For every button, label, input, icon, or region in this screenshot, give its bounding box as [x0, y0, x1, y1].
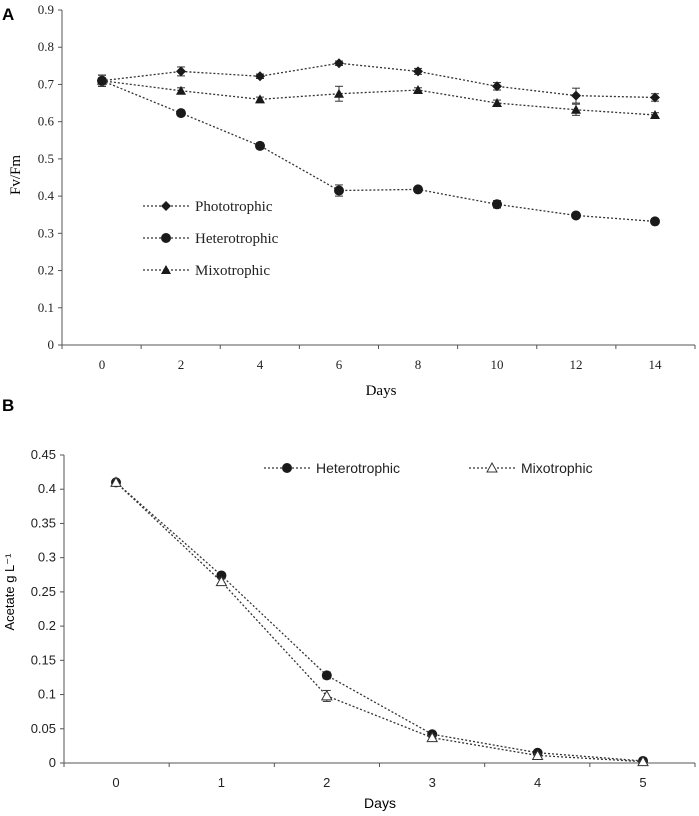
- panel-a-series-phototrophic-point: [176, 66, 186, 77]
- panel-a-legend-heterotrophic-label: Heterotrophic: [195, 231, 279, 247]
- panel-b-ytick-label: 0: [49, 755, 56, 770]
- panel-a-series-mixotrophic-point: [492, 98, 502, 108]
- panel-b-xtick-label: 0: [112, 775, 119, 790]
- panel-a-ylabel: Fv/Fm: [8, 155, 24, 195]
- panel-a-xlabel: Days: [366, 383, 397, 399]
- panel-a-ytick-label: 0.4: [38, 188, 55, 203]
- panel-b-series-mixotrophic-point: [320, 689, 333, 701]
- panel-a-legend-heterotrophic-marker: [161, 233, 171, 243]
- panel-a-series-heterotrophic-line: [101, 80, 656, 223]
- panel-a-series-heterotrophic-point: [492, 199, 502, 210]
- panel-a-series-mixotrophic-point: [334, 88, 344, 98]
- panel-b-xtick-label: 5: [639, 775, 646, 790]
- panel-a-series-heterotrophic-point: [334, 185, 344, 196]
- panel-b-ytick-label: 0.15: [31, 652, 56, 667]
- panel-a-series-phototrophic-point: [571, 90, 581, 101]
- panel-a-xtick-label: 12: [570, 357, 583, 372]
- panel-a-ytick-label: 0.6: [38, 114, 55, 129]
- panel-b-series-mixotrophic-point: [110, 476, 122, 487]
- panel-a-series-mixotrophic-point: [571, 104, 581, 114]
- panel-a-chart: 0 0.1 0.2 0.3 0.4 0.5 0.6 0.7 0.8 0.9 0 2 4 6 8 10 12 14 P…: [38, 2, 696, 372]
- panel-a-series-phototrophic-point: [334, 58, 344, 69]
- panel-b-ytick-label: 0.25: [31, 584, 56, 599]
- panel-b-ylabel: Acetate g L⁻¹: [2, 553, 17, 631]
- panel-a-ytick-label: 0.1: [38, 300, 54, 315]
- panel-a-series-heterotrophic-point: [176, 108, 186, 119]
- panel-b-xtick-label: 2: [323, 775, 330, 790]
- panel-a-series-mixotrophic-point: [413, 85, 423, 95]
- panel-a-xtick-label: 0: [99, 357, 106, 372]
- panel-a-series-heterotrophic-point: [571, 210, 581, 221]
- panel-b-legend-mixotrophic-marker: [486, 461, 498, 473]
- panel-b-ylabel-text: Acetate g L⁻¹: [2, 553, 17, 631]
- panel-b-xlabel: Days: [364, 795, 396, 811]
- panel-b-series-heterotrophic-line: [115, 481, 644, 762]
- panel-a-series-heterotrophic-point: [255, 140, 265, 151]
- panel-b-xtick-label: 4: [534, 775, 541, 790]
- panel-a-series-mixotrophic-point: [97, 75, 107, 85]
- panel-a-legend-phototrophic-marker: [161, 201, 171, 211]
- panel-b-chart: 0 0.05 0.1 0.15 0.2 0.25 0.3 0.35 0.4 0.45 0 1 2 3 4 5 H…: [31, 447, 696, 790]
- panel-b-ytick-label: 0.1: [38, 687, 56, 702]
- panel-b-ytick-label: 0.3: [38, 550, 56, 565]
- panel-b-series-heterotrophic-point: [321, 670, 332, 681]
- panel-b-legend-mixotrophic-label: Mixotrophic: [521, 460, 593, 476]
- panel-b-xtick-label: 3: [429, 775, 436, 790]
- panel-a-ytick-label: 0.3: [38, 225, 54, 240]
- panel-a-series-mixotrophic-point: [650, 109, 660, 119]
- panel-b-ytick-label: 0.45: [31, 447, 56, 462]
- panel-a-legend-mixotrophic-label: Mixotrophic: [195, 263, 270, 279]
- panel-b-legend-heterotrophic-marker: [282, 463, 292, 473]
- panel-b-letter: B: [2, 396, 14, 415]
- panel-a-ytick-label: 0.9: [38, 2, 54, 17]
- panel-a-ytick-label: 0.5: [38, 151, 54, 166]
- panel-a-xtick-label: 4: [257, 357, 264, 372]
- panel-a-series-mixotrophic-point: [176, 85, 186, 95]
- panel-a-xtick-label: 2: [178, 357, 185, 372]
- panel-a-series-heterotrophic-point: [650, 216, 660, 227]
- panel-a-letter: A: [2, 5, 14, 24]
- panel-a-series-phototrophic-point: [492, 81, 502, 92]
- panel-a-xtick-label: 8: [415, 357, 422, 372]
- panel-a-ytick-label: 0: [48, 337, 55, 352]
- panel-a-xtick-label: 6: [336, 357, 343, 372]
- panel-b-ytick-label: 0.4: [38, 481, 56, 496]
- panel-b-series-mixotrophic-line: [115, 481, 644, 763]
- panel-a-legend-mixotrophic-marker: [161, 265, 171, 274]
- panel-b-ytick-label: 0.35: [31, 515, 56, 530]
- panel-a-ytick-label: 0.7: [38, 76, 55, 91]
- panel-b-ytick-label: 0.05: [31, 721, 56, 736]
- panel-b-xtick-label: 1: [218, 775, 225, 790]
- panel-a-series-mixotrophic-point: [255, 94, 265, 104]
- panel-a-ytick-label: 0.8: [38, 39, 54, 54]
- panel-b-series-mixotrophic-point: [531, 749, 544, 760]
- panel-b-series-mixotrophic-point: [426, 731, 439, 743]
- panel-b-legend-heterotrophic-label: Heterotrophic: [316, 460, 400, 476]
- panel-b-ytick-label: 0.2: [38, 618, 56, 633]
- panel-a-series-heterotrophic-point: [413, 184, 423, 195]
- panel-a-xtick-label: 14: [649, 357, 663, 372]
- panel-a-series-phototrophic-point: [650, 92, 660, 103]
- panel-a-series-phototrophic-line: [101, 62, 656, 99]
- panel-a-series-mixotrophic-line: [101, 80, 656, 116]
- panel-a-series-phototrophic-point: [255, 71, 265, 82]
- panel-a-series-phototrophic-point: [413, 66, 423, 77]
- panel-a-xtick-label: 10: [491, 357, 504, 372]
- panel-b-series-mixotrophic-point: [215, 575, 228, 587]
- panel-a-ytick-label: 0.2: [38, 263, 54, 278]
- panel-b-series-mixotrophic-point: [637, 755, 649, 767]
- panel-a-legend-phototrophic-label: Phototrophic: [195, 199, 273, 215]
